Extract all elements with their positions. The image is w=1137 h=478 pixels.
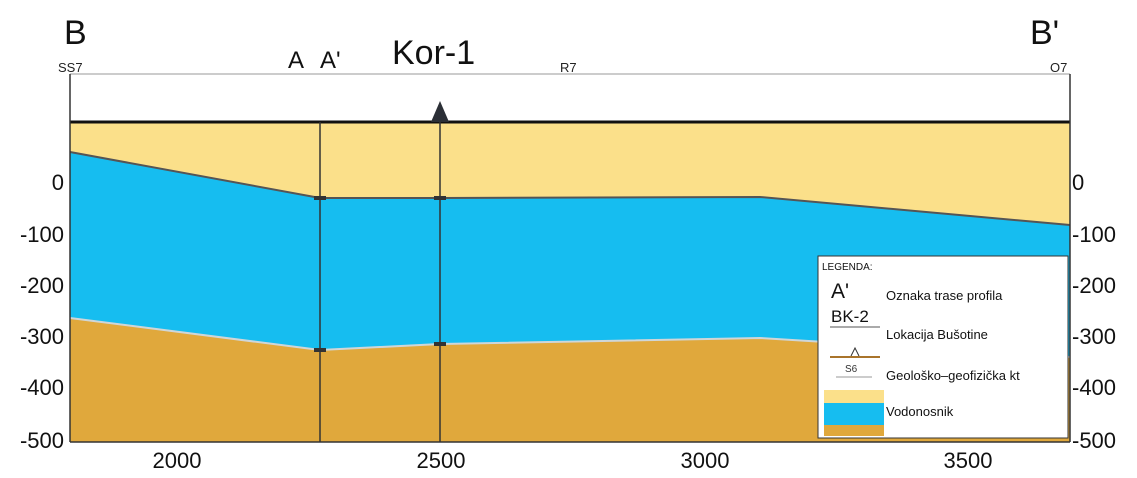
legend-swatch-top: [824, 390, 884, 403]
legend: LEGENDA: A' Oznaka trase profila BK-2 Lo…: [817, 255, 1069, 439]
y-tick-right: -200: [1072, 273, 1116, 298]
label-ss7: SS7: [58, 60, 83, 75]
y-tick-left: -300: [20, 324, 64, 349]
y-tick-left: -200: [20, 273, 64, 298]
legend-label-well: Lokacija Bušotine: [886, 327, 988, 342]
y-tick-right: -400: [1072, 375, 1116, 400]
legend-label-profile: Oznaka trase profila: [886, 288, 1003, 303]
label-r7: R7: [560, 60, 577, 75]
y-tick-left: 0: [52, 170, 64, 195]
label-kor1: Kor-1: [392, 34, 475, 72]
marker-a-top: [314, 196, 326, 200]
x-tick: 2000: [153, 448, 202, 473]
x-tick: 2500: [417, 448, 466, 473]
y-tick-left: -500: [20, 428, 64, 453]
label-o7: O7: [1050, 60, 1067, 75]
y-tick-left: -400: [20, 375, 64, 400]
x-tick: 3000: [681, 448, 730, 473]
legend-label-aquifer: Vodonosnik: [886, 404, 954, 419]
marker-a-bottom: [314, 348, 326, 352]
legend-label-geo: Geološko–geofizička kt: [886, 368, 1020, 383]
label-a-prime: A': [320, 47, 341, 74]
legend-title: LEGENDA:: [822, 262, 873, 273]
y-tick-right: -100: [1072, 222, 1116, 247]
label-b-prime: B': [1030, 14, 1059, 52]
legend-symbol-well: BK-2: [831, 307, 869, 326]
legend-well-caret-icon: [850, 346, 860, 357]
well-triangle-icon: [431, 101, 449, 122]
legend-symbol-geo: S6: [845, 364, 858, 375]
y-tick-right: -300: [1072, 324, 1116, 349]
marker-kor1-top: [434, 196, 446, 200]
label-a: A: [288, 47, 304, 74]
label-b: B: [64, 14, 87, 52]
y-tick-right: -500: [1072, 428, 1116, 453]
y-tick-right: 0: [1072, 170, 1084, 195]
y-tick-left: -100: [20, 222, 64, 247]
marker-kor1-bottom: [434, 342, 446, 346]
x-tick: 3500: [944, 448, 993, 473]
legend-swatch-aquifer: [824, 403, 884, 425]
legend-swatch-bottom: [824, 425, 884, 436]
legend-symbol-profile: A': [831, 280, 849, 303]
